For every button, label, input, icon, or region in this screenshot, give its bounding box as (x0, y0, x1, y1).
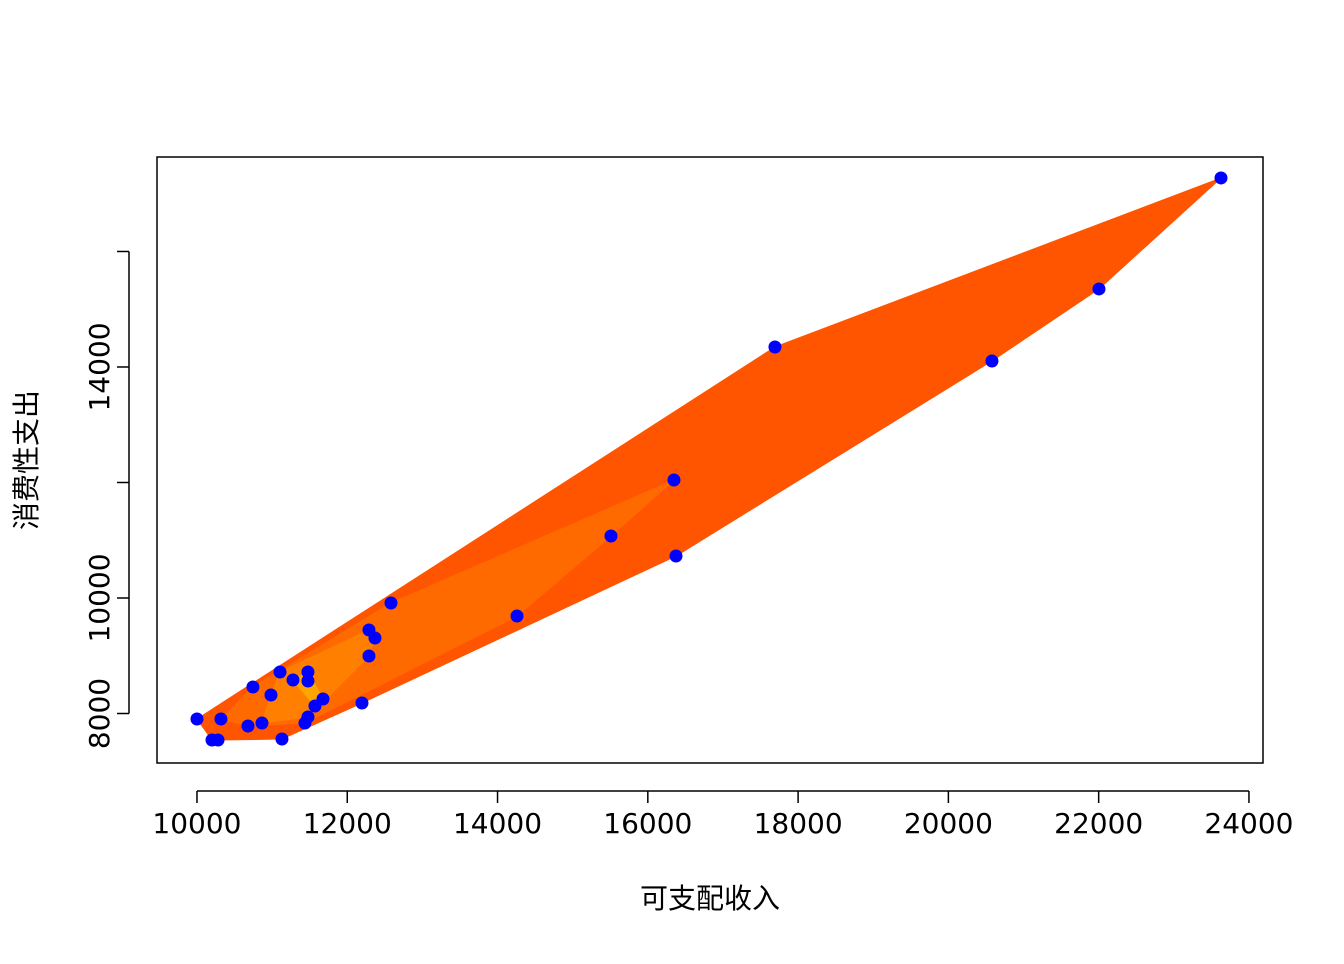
point (604, 529, 618, 543)
y-tick-label: 14000 (83, 322, 116, 411)
x-tick-label: 16000 (603, 807, 692, 840)
point (768, 340, 782, 354)
point (301, 665, 315, 679)
y-tick-label: 8000 (83, 678, 116, 749)
point (214, 712, 228, 726)
point (190, 712, 204, 726)
point (301, 674, 315, 688)
point (286, 673, 300, 687)
plot-frame (156, 156, 1264, 764)
point (255, 716, 269, 730)
x-tick-label: 12000 (303, 807, 392, 840)
point (510, 609, 524, 623)
x-tick-label: 22000 (1054, 807, 1143, 840)
hull-layers (196, 177, 1222, 741)
point (211, 733, 225, 747)
point (362, 649, 376, 663)
point (246, 680, 260, 694)
point (241, 719, 255, 733)
point (355, 696, 369, 710)
point (667, 473, 681, 487)
x-tick-label: 20000 (904, 807, 993, 840)
y-axis-label: 消费性支出 (10, 390, 43, 530)
point (1092, 282, 1106, 296)
x-tick-label: 14000 (453, 807, 542, 840)
point (985, 354, 999, 368)
point (368, 631, 382, 645)
point (275, 732, 289, 746)
x-axis-label: 可支配收入 (640, 882, 780, 915)
point (273, 665, 287, 679)
x-tick-label: 10000 (152, 807, 241, 840)
points (190, 171, 1228, 747)
x-tick-label: 18000 (754, 807, 843, 840)
point (384, 596, 398, 610)
y-tick-label: 10000 (83, 553, 116, 642)
x-tick-label: 24000 (1204, 807, 1293, 840)
point (264, 688, 278, 702)
point (316, 692, 330, 706)
point (669, 549, 683, 563)
point (301, 710, 315, 724)
point (1214, 171, 1228, 185)
